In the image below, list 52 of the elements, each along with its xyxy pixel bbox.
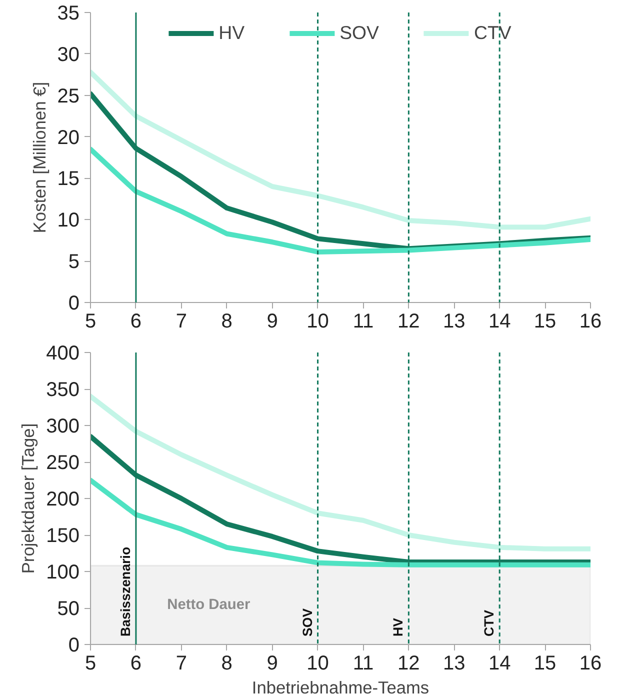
x-tick-label: 5 bbox=[84, 652, 96, 674]
y-tick-label: 10 bbox=[57, 210, 80, 232]
y-tick-label: 0 bbox=[68, 292, 80, 314]
x-tick-label: 12 bbox=[398, 310, 420, 332]
x-tick-label: 16 bbox=[579, 652, 602, 674]
y-tick-label: 300 bbox=[46, 416, 80, 438]
y-tick-label: 400 bbox=[46, 342, 80, 364]
ref-line-label: HV bbox=[390, 618, 406, 636]
y-axis-title: Projektdauer [Tage] bbox=[18, 423, 38, 574]
x-tick-label: 6 bbox=[130, 310, 142, 332]
x-tick-label: 15 bbox=[534, 310, 556, 332]
band-label: Netto Dauer bbox=[167, 597, 251, 614]
x-tick-label: 13 bbox=[443, 652, 466, 674]
x-tick-label: 10 bbox=[306, 652, 329, 674]
y-tick-label: 15 bbox=[57, 168, 80, 190]
ref-line-label: SOV bbox=[300, 608, 315, 636]
y-tick-label: 5 bbox=[68, 251, 80, 274]
x-tick-label: 8 bbox=[221, 310, 232, 332]
y-tick-label: 25 bbox=[57, 85, 80, 108]
x-tick-label: 7 bbox=[176, 310, 187, 332]
legend-label: SOV bbox=[340, 22, 380, 44]
x-axis-title: Inbetriebnahme-Teams bbox=[252, 678, 430, 695]
x-tick-label: 9 bbox=[266, 310, 278, 332]
y-tick-label: 30 bbox=[57, 44, 80, 66]
x-tick-label: 15 bbox=[534, 652, 556, 674]
x-tick-label: 5 bbox=[84, 310, 96, 332]
x-tick-label: 11 bbox=[352, 652, 374, 674]
x-tick-label: 6 bbox=[130, 652, 142, 674]
x-tick-label: 9 bbox=[266, 652, 278, 674]
ref-line-label: Basisszenario bbox=[118, 546, 133, 636]
y-tick-label: 200 bbox=[46, 488, 80, 510]
x-tick-label: 12 bbox=[398, 652, 420, 674]
ref-line-label: CTV bbox=[482, 610, 497, 636]
x-tick-label: 14 bbox=[488, 310, 511, 332]
y-tick-label: 150 bbox=[46, 525, 80, 547]
x-tick-label: 10 bbox=[306, 310, 329, 332]
y-tick-label: 0 bbox=[68, 634, 80, 656]
legend-label: HV bbox=[218, 22, 245, 44]
x-tick-label: 16 bbox=[579, 310, 602, 332]
y-tick-label: 100 bbox=[46, 562, 80, 584]
y-tick-label: 20 bbox=[57, 126, 80, 149]
y-tick-label: 50 bbox=[57, 598, 80, 620]
y-tick-label: 35 bbox=[57, 2, 80, 24]
x-tick-label: 8 bbox=[221, 652, 232, 674]
y-axis-title: Kosten [Millionen €] bbox=[29, 82, 50, 234]
y-tick-label: 250 bbox=[46, 452, 80, 474]
x-tick-label: 14 bbox=[488, 652, 511, 674]
y-tick-label: 350 bbox=[46, 379, 80, 401]
legend-label: CTV bbox=[474, 22, 512, 44]
x-tick-label: 11 bbox=[352, 310, 374, 332]
x-tick-label: 13 bbox=[443, 310, 466, 332]
x-tick-label: 7 bbox=[176, 652, 187, 674]
